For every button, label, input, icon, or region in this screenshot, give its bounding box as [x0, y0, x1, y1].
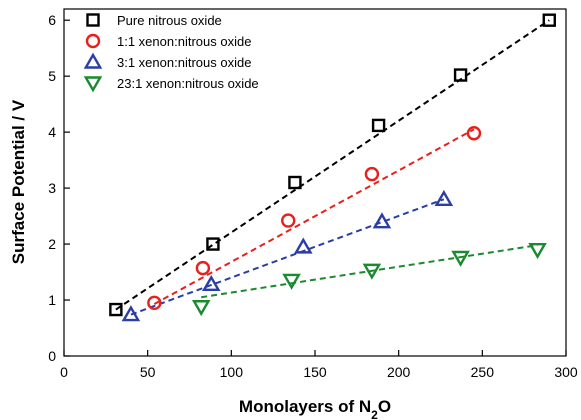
x-tick-label: 200	[387, 364, 411, 380]
fit-line	[115, 19, 550, 311]
axis-ticks: 0 50 100 150 200 250 300 0 1 2 3 4 5 6	[48, 12, 578, 380]
data-point	[371, 118, 386, 133]
data-point	[362, 263, 382, 280]
data-point	[147, 295, 162, 311]
y-tick-label: 6	[48, 12, 56, 28]
legend-marker	[86, 13, 100, 27]
data-point	[453, 68, 468, 82]
legend-marker	[83, 76, 103, 93]
y-tick-label: 0	[48, 348, 56, 364]
legend-label: 1:1 xenon:nitrous oxide	[117, 34, 251, 49]
x-axis-label: Monolayers of N2O	[239, 397, 391, 420]
legend-label: 23:1 xenon:nitrous oxide	[117, 76, 259, 91]
y-tick-label: 2	[48, 236, 56, 252]
x-tick-label: 100	[220, 364, 244, 380]
data-points	[109, 13, 556, 322]
data-point	[195, 260, 211, 276]
data-point	[282, 273, 301, 290]
data-point	[206, 237, 220, 251]
fit-line	[130, 198, 445, 316]
x-tick-label: 150	[303, 364, 327, 380]
legend-label: 3:1 xenon:nitrous oxide	[117, 55, 251, 70]
data-point	[528, 242, 547, 260]
x-tick-label: 300	[554, 364, 578, 380]
fit-line	[153, 128, 475, 305]
data-point	[288, 175, 302, 190]
data-point	[466, 126, 482, 141]
y-axis-label: Surface Potential / V	[9, 99, 28, 264]
data-point	[121, 305, 141, 322]
y-tick-label: 3	[48, 180, 56, 196]
data-point	[434, 189, 454, 206]
y-tick-label: 4	[48, 124, 56, 140]
legend-marker	[83, 52, 103, 69]
data-point	[191, 300, 211, 317]
y-tick-label: 1	[48, 292, 56, 308]
data-point	[542, 13, 556, 27]
data-point	[364, 166, 380, 182]
data-point	[451, 250, 470, 267]
data-point	[201, 274, 221, 292]
data-point	[372, 212, 392, 229]
data-point	[294, 237, 313, 254]
x-tick-label: 250	[471, 364, 495, 380]
y-tick-label: 5	[48, 68, 56, 84]
data-point	[109, 302, 123, 317]
data-point	[281, 213, 296, 228]
x-tick-label: 0	[60, 364, 68, 380]
legend-marker	[85, 33, 101, 49]
legend: Pure nitrous oxide 1:1 xenon:nitrous oxid…	[83, 13, 259, 93]
x-tick-label: 50	[140, 364, 156, 380]
legend-label: Pure nitrous oxide	[117, 13, 222, 28]
